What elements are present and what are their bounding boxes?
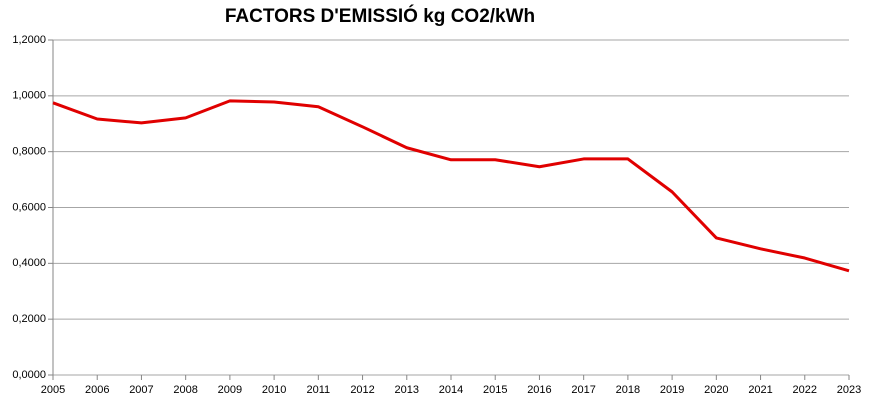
y-tick-label: 1,0000: [12, 90, 46, 102]
x-tick-label: 2017: [571, 384, 595, 396]
x-tick-label: 2018: [616, 384, 640, 396]
y-tick-label: 1,2000: [12, 34, 46, 46]
x-tick-label: 2011: [307, 384, 331, 396]
x-tick-label: 2023: [837, 384, 861, 396]
x-tick-label: 2020: [704, 384, 728, 396]
y-tick-label: 0,8000: [12, 146, 46, 158]
chart-title: FACTORS D'EMISSIÓ kg CO2/kWh: [225, 5, 535, 27]
x-tick-label: 2016: [527, 384, 551, 396]
x-tick-label: 2009: [218, 384, 242, 396]
x-tick-label: 2013: [395, 384, 419, 396]
x-tick-label: 2007: [129, 384, 153, 396]
x-tick-label: 2012: [350, 384, 374, 396]
x-tick-label: 2008: [173, 384, 197, 396]
y-tick-label: 0,2000: [12, 313, 46, 325]
x-tick-label: 2015: [483, 384, 507, 396]
x-tick-label: 2014: [439, 384, 463, 396]
x-tick-label: 2005: [41, 384, 65, 396]
y-tick-label: 0,0000: [12, 369, 46, 381]
data-line: [52, 99, 850, 273]
x-tick-label: 2006: [85, 384, 109, 396]
x-tick-label: 2021: [748, 384, 772, 396]
y-tick-label: 0,6000: [12, 201, 46, 213]
x-tick-label: 2010: [262, 384, 286, 396]
y-tick-label: 0,4000: [12, 257, 46, 269]
x-tick-label: 2022: [793, 384, 817, 396]
x-tick-label: 2019: [660, 384, 684, 396]
